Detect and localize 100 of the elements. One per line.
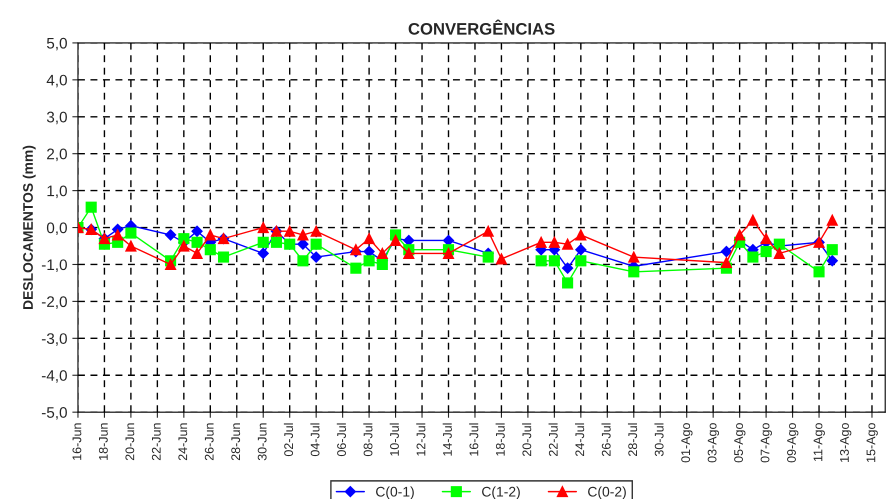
point [747,214,758,226]
x-tick-label: 30-Jul [654,423,664,456]
point [218,252,230,263]
x-tick-label: 16-Jun [72,423,82,460]
point [826,214,838,226]
point [720,257,732,268]
x-tick-label: 02-Jul [284,423,294,456]
y-tick-label: 5,0 [46,38,67,50]
point [310,226,322,237]
point [720,246,732,258]
point [774,248,785,259]
x-tick-label: 18-Jun [98,423,108,460]
point [442,248,454,259]
x-tick-label: 03-Ago [708,423,719,462]
x-tick-label: 07-Ago [760,423,772,462]
point [628,252,640,263]
point [548,236,560,248]
point [258,236,269,248]
point [734,229,746,240]
point [297,255,308,266]
point [258,248,269,259]
point [536,255,547,266]
point [178,233,190,244]
point [310,238,322,250]
x-tick-label: 15-Ago [866,423,878,462]
x-tick-label: 20-Jun [125,423,134,460]
point [536,236,547,248]
y-tick-label: -3,0 [42,333,67,346]
x-tick-label: 30-Jun [258,423,267,460]
chart-title: CONVERGÊNCIAS [408,20,555,35]
x-tick-label: 05-Ago [734,423,746,462]
legend-label: C(0-1) [376,486,414,499]
point [112,229,124,240]
point [270,236,282,248]
x-tick-label: 01-Ago [681,423,693,462]
x-tick-label: 11-Ago [814,423,825,462]
x-tick-label: 24-Jun [178,423,188,460]
point [125,228,136,239]
x-tick-label: 28-Jun [231,423,240,460]
y-tick-label: -1,0 [42,259,67,272]
point [204,229,216,240]
y-tick-label: 0,0 [46,222,67,236]
point [376,248,388,259]
x-tick-label: 08-Jul [363,423,372,456]
point [482,226,494,237]
y-tick-label: -4,0 [42,370,67,383]
x-tick-label: 16-Jul [469,423,478,456]
point [496,253,507,264]
point [575,255,586,266]
point [826,255,838,266]
point [747,252,758,263]
point [284,226,296,237]
point [125,240,136,252]
point [575,229,586,240]
point [760,233,772,244]
point [548,255,560,266]
x-tick-label: 10-Jul [390,423,399,456]
point [165,258,176,270]
x-tick-label: 20-Jul [522,423,532,456]
x-tick-label: 12-Jul [416,423,426,456]
x-tick-label: 24-Jul [575,423,584,456]
y-tick-label: -5,0 [42,407,67,420]
point [562,238,574,250]
y-axis-title: DESLOCAMENTOS (mm) [22,146,36,310]
legend-label: C(1-2) [482,486,520,499]
point [760,246,772,258]
point [628,266,640,278]
x-tick-label: 18-Jul [496,423,505,456]
point [192,236,203,248]
x-tick-label: 26-Jun [204,423,214,460]
point [86,202,97,213]
point [191,226,203,237]
legend-label: C(0-2) [588,486,626,499]
point [164,229,176,241]
x-tick-label: 26-Jul [601,423,611,456]
x-tick-label: 09-Ago [787,423,798,462]
x-tick-label: 14-Jul [442,423,452,456]
point [482,252,494,263]
point [178,240,190,252]
point [364,233,375,244]
y-tick-label: -2,0 [42,296,67,309]
x-tick-label: 13-Ago [840,423,852,462]
x-tick-label: 04-Jul [310,423,320,456]
point [192,248,203,259]
y-tick-label: 4,0 [46,74,67,88]
y-tick-label: 3,0 [46,112,67,124]
point [310,251,322,263]
point [403,248,414,259]
point [813,266,825,278]
point [258,222,269,234]
y-tick-label: 2,0 [47,148,67,162]
x-tick-label: 06-Jul [336,423,346,456]
point [562,277,574,288]
point [575,244,586,256]
point [350,262,362,274]
x-tick-label: 22-Jun [152,423,161,460]
point [297,229,308,240]
point [826,244,838,256]
point [364,255,375,266]
y-tick-label: 1,0 [47,185,67,198]
